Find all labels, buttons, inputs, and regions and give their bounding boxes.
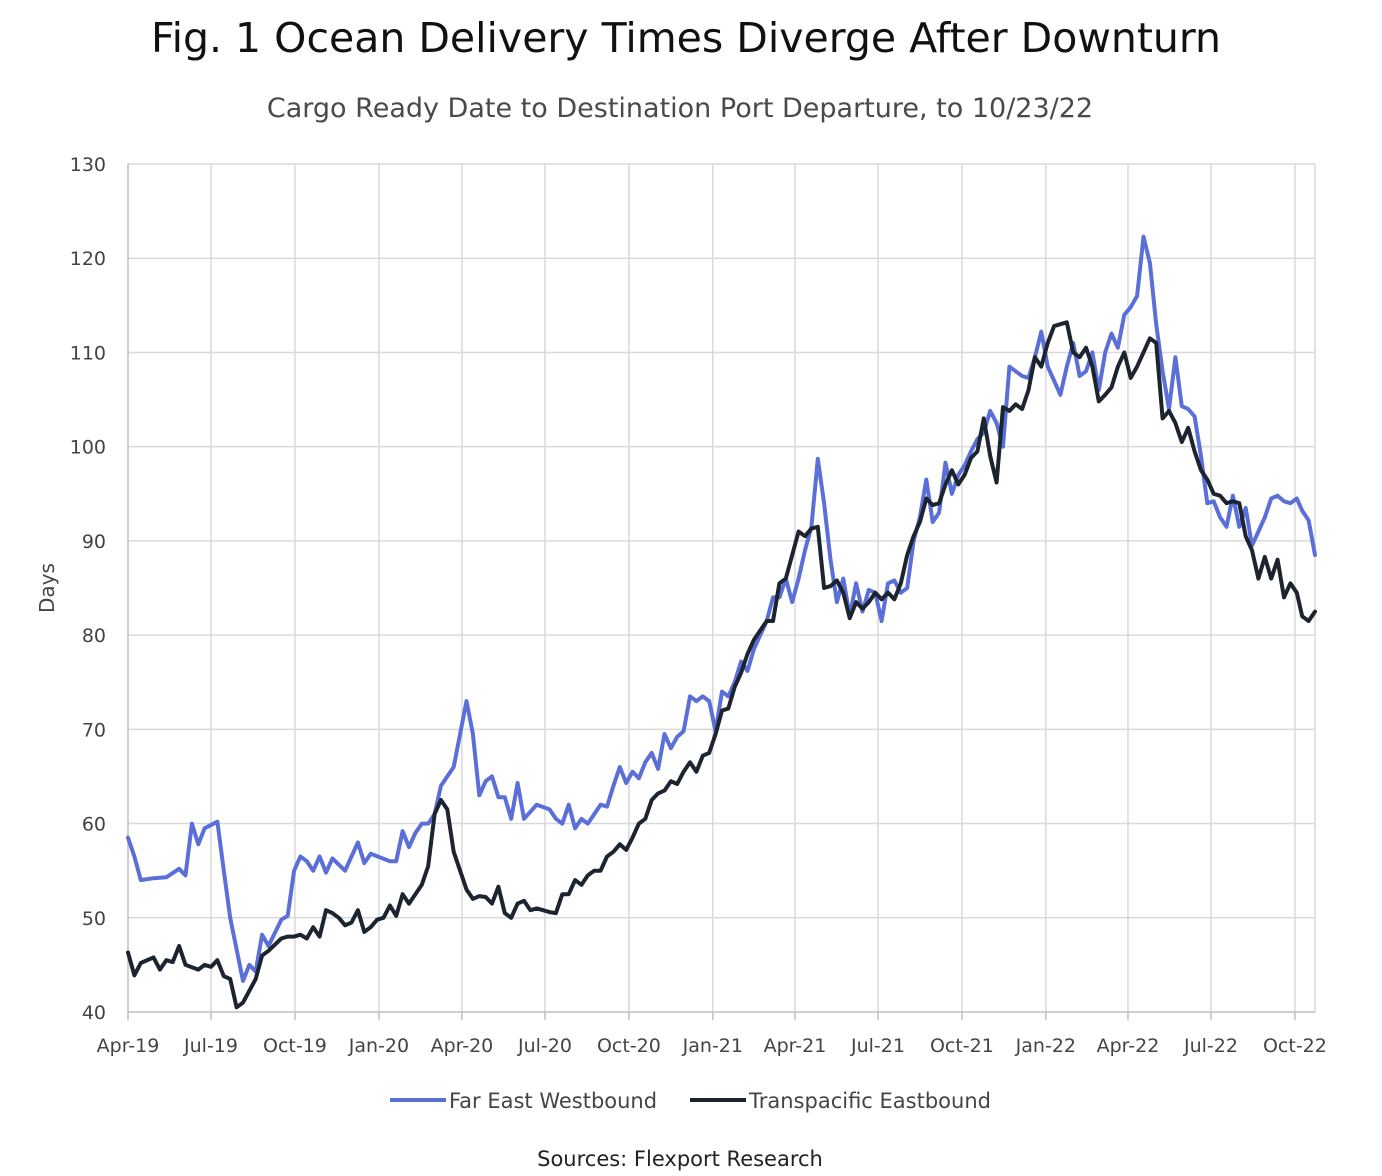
y-tick-label: 100 bbox=[70, 437, 106, 459]
y-tick-label: 50 bbox=[82, 908, 106, 930]
legend: Far East Westbound Transpacific Eastbound bbox=[390, 1089, 991, 1113]
axes bbox=[127, 164, 1315, 1020]
x-tick-label: Jul-20 bbox=[517, 1035, 572, 1057]
chart-title: Fig. 1 Ocean Delivery Times Diverge Afte… bbox=[151, 14, 1221, 62]
x-tick-label: Jul-21 bbox=[850, 1035, 905, 1057]
series-lines bbox=[126, 234, 1317, 1010]
x-tick-label: Apr-20 bbox=[431, 1035, 494, 1057]
legend-label: Transpacific Eastbound bbox=[748, 1089, 991, 1113]
x-tick-label: Oct-20 bbox=[597, 1035, 661, 1057]
x-tick-label: Apr-22 bbox=[1097, 1035, 1160, 1057]
chart-subtitle: Cargo Ready Date to Destination Port Dep… bbox=[267, 93, 1093, 124]
gridlines bbox=[128, 163, 1316, 1012]
y-tick-label: 130 bbox=[70, 154, 106, 176]
x-tick-label: Jan-21 bbox=[682, 1035, 743, 1057]
x-tick-label: Jan-20 bbox=[348, 1035, 409, 1057]
x-tick-label: Oct-19 bbox=[263, 1035, 327, 1057]
x-tick-label: Apr-19 bbox=[97, 1035, 160, 1057]
series-line-1 bbox=[126, 320, 1317, 1010]
source-note: Sources: Flexport Research bbox=[537, 1147, 823, 1171]
y-axis-label: Days bbox=[35, 563, 59, 613]
y-tick-label: 110 bbox=[70, 342, 106, 364]
y-tick-label: 90 bbox=[82, 531, 106, 553]
y-tick-label: 70 bbox=[82, 719, 106, 741]
y-tick-labels: 40 50 60 70 80 90 100 110 120 130 bbox=[70, 154, 106, 1024]
x-tick-label: Apr-21 bbox=[764, 1035, 827, 1057]
legend-label: Far East Westbound bbox=[449, 1089, 657, 1113]
x-tick-label: Jul-19 bbox=[183, 1035, 238, 1057]
x-tick-label: Jul-22 bbox=[1183, 1035, 1238, 1057]
y-tick-label: 60 bbox=[82, 814, 106, 836]
y-tick-label: 80 bbox=[82, 625, 106, 647]
legend-item: Far East Westbound bbox=[390, 1089, 657, 1113]
series-line-0 bbox=[126, 234, 1317, 983]
legend-item: Transpacific Eastbound bbox=[690, 1089, 991, 1113]
x-tick-label: Oct-22 bbox=[1263, 1035, 1327, 1057]
y-tick-label: 120 bbox=[70, 248, 106, 270]
x-tick-label: Jan-22 bbox=[1015, 1035, 1076, 1057]
x-tick-label: Oct-21 bbox=[930, 1035, 994, 1057]
x-tick-labels: Apr-19 Jul-19 Oct-19 Jan-20 Apr-20 Jul-20 Oct-… bbox=[97, 1035, 1327, 1057]
y-tick-label: 40 bbox=[82, 1002, 106, 1024]
